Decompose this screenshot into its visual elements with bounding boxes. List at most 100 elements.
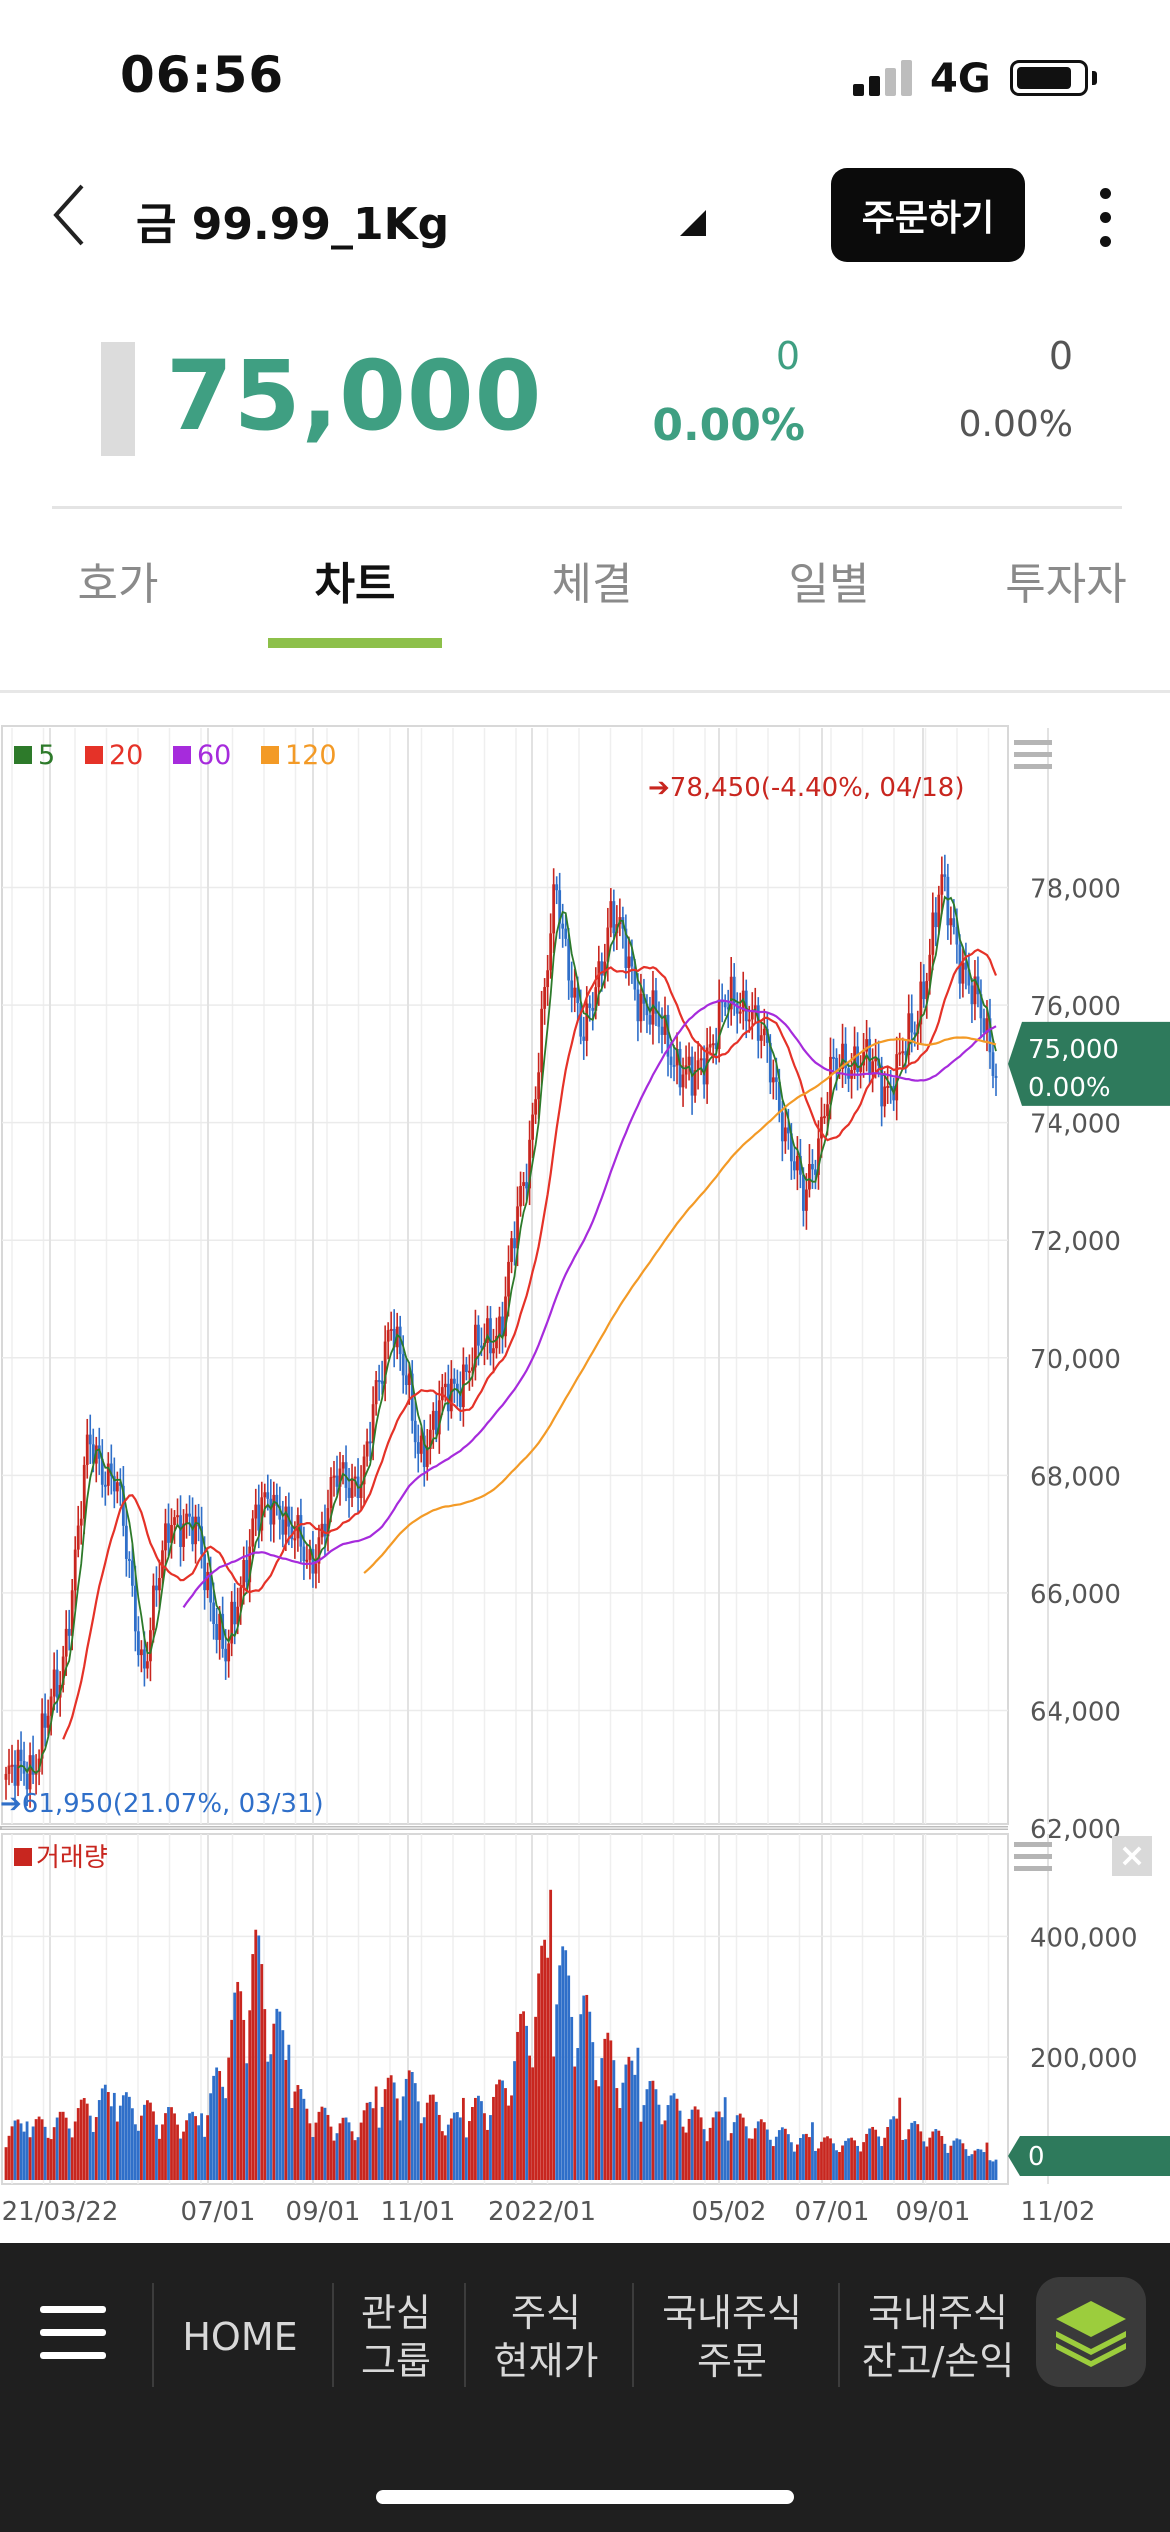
- volume-bar: [290, 2108, 294, 2180]
- volume-bar: [537, 1973, 541, 2180]
- volume-bar: [455, 2112, 459, 2180]
- volume-bar: [398, 2120, 402, 2180]
- candle-body: [152, 1585, 155, 1631]
- candle-body: [140, 1649, 143, 1656]
- divider: [0, 690, 1170, 693]
- candle-body: [648, 1015, 652, 1025]
- candle-body: [127, 1558, 131, 1561]
- volume-bar: [844, 2140, 847, 2180]
- volume-bar: [802, 2134, 805, 2180]
- volume-bar: [988, 2160, 992, 2180]
- candle-body: [940, 874, 944, 895]
- volume-bar: [753, 2128, 757, 2180]
- candle-body: [696, 1060, 700, 1071]
- candle-body: [374, 1380, 378, 1405]
- candle-body: [377, 1380, 381, 1383]
- more-options-icon[interactable]: [1090, 186, 1120, 250]
- back-icon[interactable]: [50, 182, 90, 248]
- dropdown-triangle-icon[interactable]: [676, 206, 708, 238]
- tab-chart[interactable]: 차트: [314, 559, 396, 610]
- order-button[interactable]: 주문하기: [831, 168, 1025, 262]
- volume-bar: [437, 2114, 441, 2180]
- volume-bar: [877, 2136, 881, 2180]
- volume-bar: [356, 2137, 360, 2180]
- volume-bar: [269, 2054, 273, 2180]
- candle-body: [70, 1590, 74, 1636]
- tab-orderbook[interactable]: 호가: [77, 559, 159, 610]
- volume-bar: [910, 2122, 914, 2180]
- candle-body: [579, 1003, 583, 1037]
- candle-body: [795, 1155, 799, 1171]
- candle-body: [76, 1525, 80, 1550]
- chart-canvas[interactable]: 78,000 76,000 74,000 72,000 70,000 68,000 66,0…: [0, 724, 1170, 2244]
- candle-body: [359, 1484, 363, 1498]
- candle-body: [964, 962, 968, 970]
- candle-body: [281, 1519, 285, 1535]
- volume-bar: [723, 2097, 727, 2180]
- volume-bar: [690, 2109, 694, 2180]
- tab-trades[interactable]: 체결: [551, 559, 633, 610]
- volume-bar: [597, 2086, 601, 2180]
- price-chart[interactable]: 78,000 76,000 74,000 72,000 70,000 68,000 66,0…: [0, 724, 1170, 2244]
- candle-body: [931, 912, 935, 955]
- status-bar: 06:56 4G: [0, 0, 1170, 150]
- candle-body: [368, 1441, 372, 1444]
- volume-bar: [176, 2124, 179, 2180]
- volume-bar: [702, 2129, 706, 2180]
- candle-body: [780, 1112, 784, 1142]
- nav-separator: [632, 2283, 634, 2387]
- volume-bar: [224, 2098, 228, 2180]
- candle-body: [594, 987, 598, 1011]
- volume-bar: [76, 2108, 80, 2180]
- volume-bar: [233, 1992, 237, 2180]
- volume-bar: [618, 2108, 622, 2180]
- candle-body: [386, 1330, 390, 1342]
- volume-bar: [206, 2115, 210, 2180]
- product-title[interactable]: 금 99.99_1Kg: [136, 199, 450, 250]
- candle-body: [711, 1043, 715, 1046]
- volume-bar: [853, 2140, 856, 2180]
- volume-bar: [835, 2150, 838, 2180]
- volume-bar: [272, 2023, 276, 2180]
- candle-body: [332, 1475, 336, 1478]
- legend-label-ma5: 5: [38, 740, 55, 771]
- network-type: 4G: [930, 56, 991, 102]
- volume-bar: [55, 2117, 59, 2180]
- nav-domestic-balance[interactable]: 국내주식 잔고/손익: [861, 2291, 1015, 2383]
- candle-body: [525, 1182, 528, 1189]
- volume-bar: [34, 2119, 38, 2180]
- volume-bar: [847, 2138, 850, 2180]
- volume-bar: [729, 2133, 733, 2180]
- volume-bar: [386, 2077, 390, 2180]
- nav-domestic-order[interactable]: 국내주식 주문: [662, 2291, 802, 2383]
- candle-body: [227, 1643, 231, 1662]
- volume-bar: [756, 2121, 760, 2180]
- legend-label-ma60: 60: [197, 740, 231, 771]
- volume-bar: [874, 2129, 878, 2180]
- volume-bar: [164, 2113, 167, 2180]
- nav-watchlist-group[interactable]: 관심 그룹: [361, 2291, 431, 2383]
- volume-bar: [79, 2099, 83, 2180]
- candle-body: [928, 954, 932, 982]
- volume-bar: [323, 2107, 327, 2180]
- hamburger-menu-icon[interactable]: [40, 2306, 106, 2360]
- volume-bar: [480, 2101, 483, 2180]
- candle-body: [501, 1316, 504, 1337]
- volume-bar: [97, 2100, 101, 2180]
- candle-body: [121, 1485, 125, 1526]
- candle-body: [708, 1044, 712, 1048]
- tab-daily[interactable]: 일별: [788, 559, 870, 610]
- layers-icon[interactable]: [1036, 2277, 1146, 2387]
- volume-bar: [687, 2118, 691, 2180]
- volume-bar: [534, 2016, 538, 2180]
- secondary-change-rate: 0.00%: [958, 404, 1073, 445]
- candle-body: [4, 1773, 8, 1780]
- candle-body: [847, 1068, 850, 1079]
- volume-bar: [913, 2121, 917, 2180]
- candle-body: [982, 1018, 986, 1033]
- candle-body: [717, 999, 721, 1049]
- nav-stock-quote[interactable]: 주식 현재가: [493, 2291, 599, 2383]
- candle-body: [431, 1410, 435, 1430]
- tab-investors[interactable]: 투자자: [1005, 559, 1127, 610]
- nav-home[interactable]: HOME: [182, 2315, 298, 2359]
